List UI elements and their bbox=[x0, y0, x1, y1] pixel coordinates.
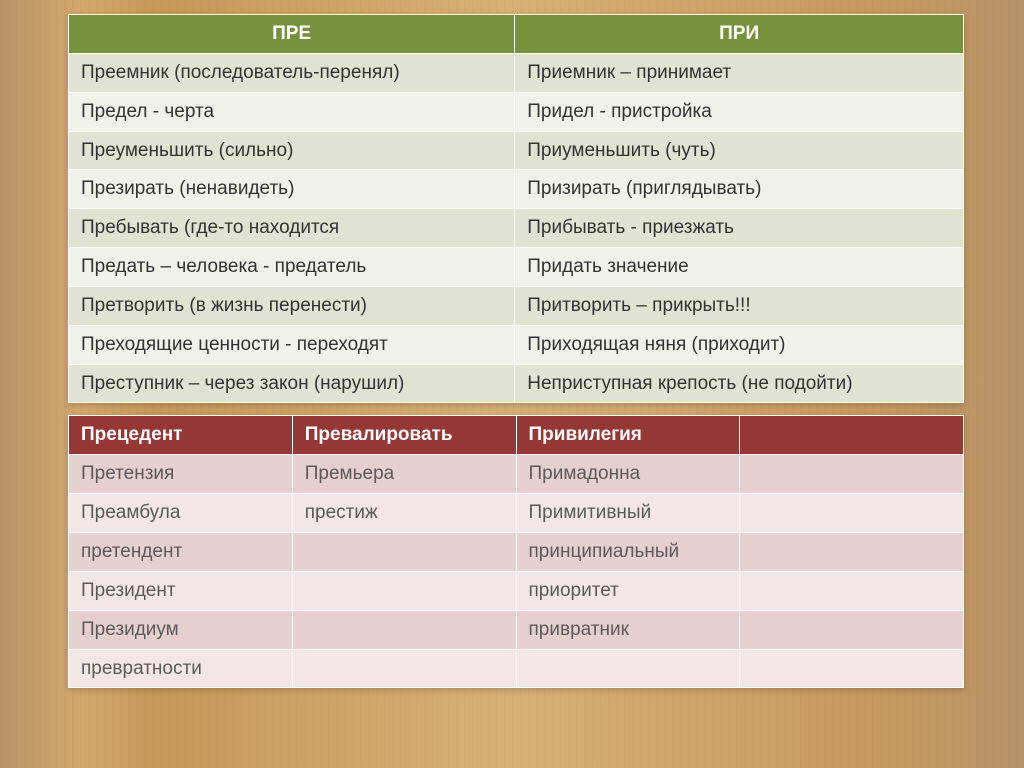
cell-pri: Призирать (приглядывать) bbox=[515, 170, 964, 209]
cell: Преамбула bbox=[69, 494, 293, 533]
cell bbox=[516, 649, 740, 688]
cell-pre: Претворить (в жизнь перенести) bbox=[69, 286, 515, 325]
table-row: Пребывать (где-то находится Прибывать - … bbox=[69, 209, 964, 248]
slide-content: ПРЕ ПРИ Преемник (последователь-перенял)… bbox=[0, 0, 1024, 688]
cell: превратности bbox=[69, 649, 293, 688]
cell-pri: Приуменьшить (чуть) bbox=[515, 131, 964, 170]
cell: Примадонна bbox=[516, 455, 740, 494]
table-row: Президент приоритет bbox=[69, 571, 964, 610]
table2-header-c2: Превалировать bbox=[292, 416, 516, 455]
cell: Премьера bbox=[292, 455, 516, 494]
table-row: Преступник – через закон (нарушил) Непри… bbox=[69, 364, 964, 403]
table-row: Преуменьшить (сильно) Приуменьшить (чуть… bbox=[69, 131, 964, 170]
table-row: Преемник (последователь-перенял) Приемни… bbox=[69, 53, 964, 92]
table2-header-c3: Привилегия bbox=[516, 416, 740, 455]
cell-pre: Преходящие ценности - переходят bbox=[69, 325, 515, 364]
table-row: Предел - черта Придел - пристройка bbox=[69, 92, 964, 131]
table-row: превратности bbox=[69, 649, 964, 688]
cell-pri: Притворить – прикрыть!!! bbox=[515, 286, 964, 325]
table-row: Преамбула престиж Примитивный bbox=[69, 494, 964, 533]
table-row: Претензия Премьера Примадонна bbox=[69, 455, 964, 494]
cell-pre: Предел - черта bbox=[69, 92, 515, 131]
cell-pre: Предать – человека - предатель bbox=[69, 248, 515, 287]
cell-pri: Приемник – принимает bbox=[515, 53, 964, 92]
cell-pre: Преуменьшить (сильно) bbox=[69, 131, 515, 170]
table2-header-c1: Прецедент bbox=[69, 416, 293, 455]
cell-pre: Преемник (последователь-перенял) bbox=[69, 53, 515, 92]
pre-pri-table: ПРЕ ПРИ Преемник (последователь-перенял)… bbox=[68, 14, 964, 403]
cell-pri: Придать значение bbox=[515, 248, 964, 287]
cell bbox=[740, 455, 964, 494]
table2-header-row: Прецедент Превалировать Привилегия bbox=[69, 416, 964, 455]
cell bbox=[740, 649, 964, 688]
table-row: Презирать (ненавидеть) Призирать (пригля… bbox=[69, 170, 964, 209]
cell bbox=[292, 532, 516, 571]
table1-header-pre: ПРЕ bbox=[69, 15, 515, 54]
cell: принципиальный bbox=[516, 532, 740, 571]
cell bbox=[292, 571, 516, 610]
table2-header-c4 bbox=[740, 416, 964, 455]
cell bbox=[292, 649, 516, 688]
cell-pri: Прибывать - приезжать bbox=[515, 209, 964, 248]
cell bbox=[740, 610, 964, 649]
cell-pri: Неприступная крепость (не подойти) bbox=[515, 364, 964, 403]
table-row: Президиум привратник bbox=[69, 610, 964, 649]
cell: приоритет bbox=[516, 571, 740, 610]
cell: претендент bbox=[69, 532, 293, 571]
cell: Претензия bbox=[69, 455, 293, 494]
table1-header-row: ПРЕ ПРИ bbox=[69, 15, 964, 54]
cell bbox=[740, 532, 964, 571]
cell bbox=[740, 494, 964, 533]
table-row: Предать – человека - предатель Придать з… bbox=[69, 248, 964, 287]
cell: престиж bbox=[292, 494, 516, 533]
table2-container: Прецедент Превалировать Привилегия Прете… bbox=[68, 415, 964, 688]
table-row: Преходящие ценности - переходят Приходящ… bbox=[69, 325, 964, 364]
table-row: Претворить (в жизнь перенести) Притворит… bbox=[69, 286, 964, 325]
cell-pri: Приходящая няня (приходит) bbox=[515, 325, 964, 364]
cell: Президиум bbox=[69, 610, 293, 649]
cell-pre: Пребывать (где-то находится bbox=[69, 209, 515, 248]
table-row: претендент принципиальный bbox=[69, 532, 964, 571]
cell bbox=[292, 610, 516, 649]
exceptions-table: Прецедент Превалировать Привилегия Прете… bbox=[68, 415, 964, 688]
cell bbox=[740, 571, 964, 610]
cell-pre: Преступник – через закон (нарушил) bbox=[69, 364, 515, 403]
table1-header-pri: ПРИ bbox=[515, 15, 964, 54]
cell: Президент bbox=[69, 571, 293, 610]
cell-pre: Презирать (ненавидеть) bbox=[69, 170, 515, 209]
cell: привратник bbox=[516, 610, 740, 649]
cell-pri: Придел - пристройка bbox=[515, 92, 964, 131]
cell: Примитивный bbox=[516, 494, 740, 533]
